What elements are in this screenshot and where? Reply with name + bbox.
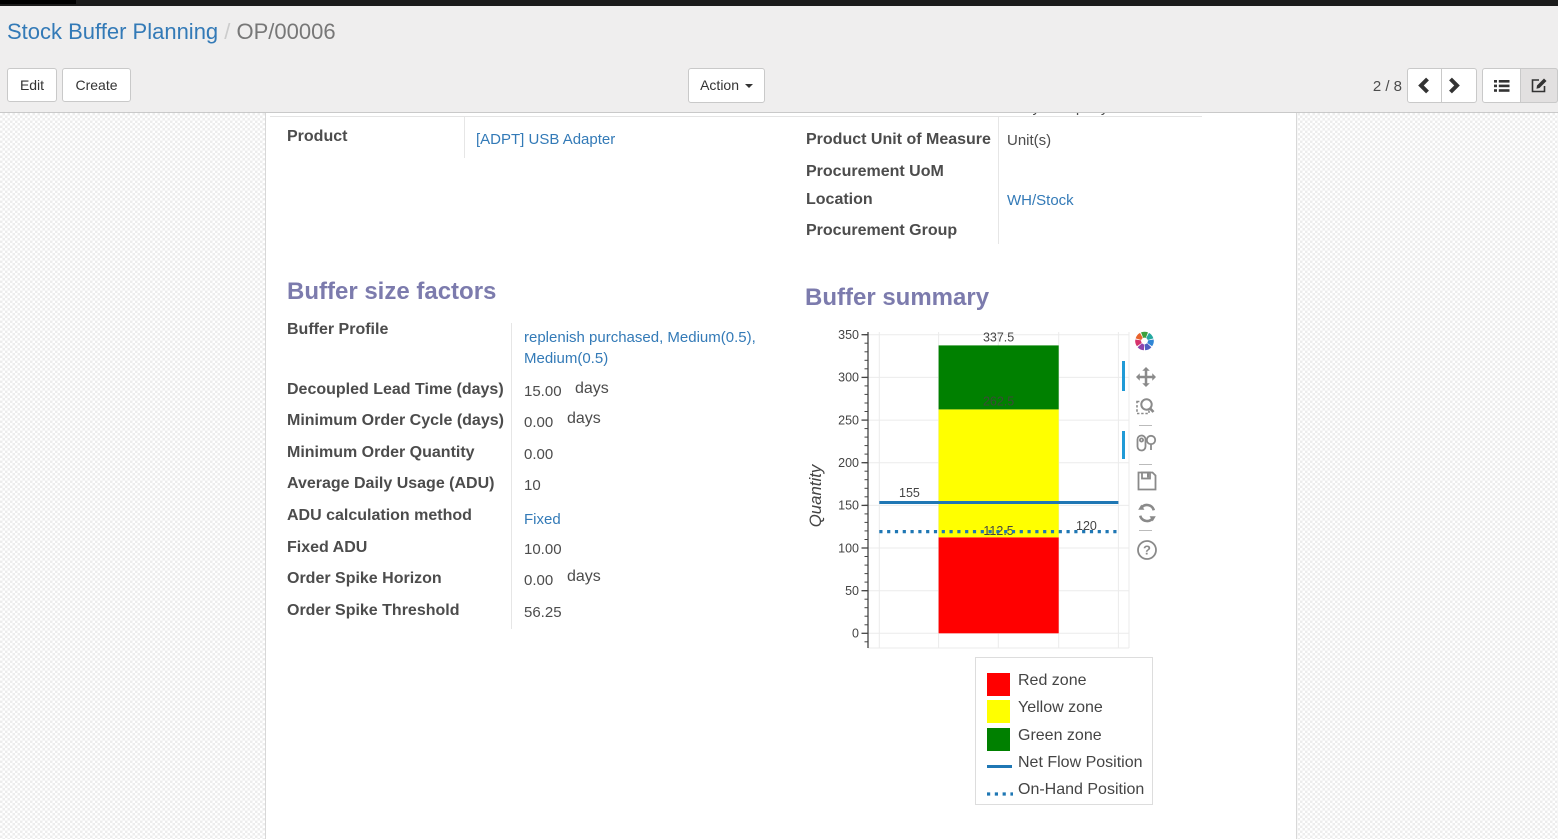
- svg-text:Quantity: Quantity: [806, 463, 825, 527]
- svg-text:350: 350: [838, 328, 859, 342]
- svg-text:120: 120: [1076, 519, 1097, 533]
- svg-text:0: 0: [852, 627, 859, 641]
- svg-text:155: 155: [899, 486, 920, 500]
- svg-text:337.5: 337.5: [983, 330, 1014, 344]
- svg-text:200: 200: [838, 456, 859, 470]
- svg-text:300: 300: [838, 371, 859, 385]
- svg-text:250: 250: [838, 413, 859, 427]
- svg-text:50: 50: [845, 584, 859, 598]
- svg-text:?: ?: [1143, 543, 1151, 558]
- svg-text:100: 100: [838, 541, 859, 555]
- svg-text:150: 150: [838, 499, 859, 513]
- svg-text:262.5: 262.5: [983, 395, 1014, 409]
